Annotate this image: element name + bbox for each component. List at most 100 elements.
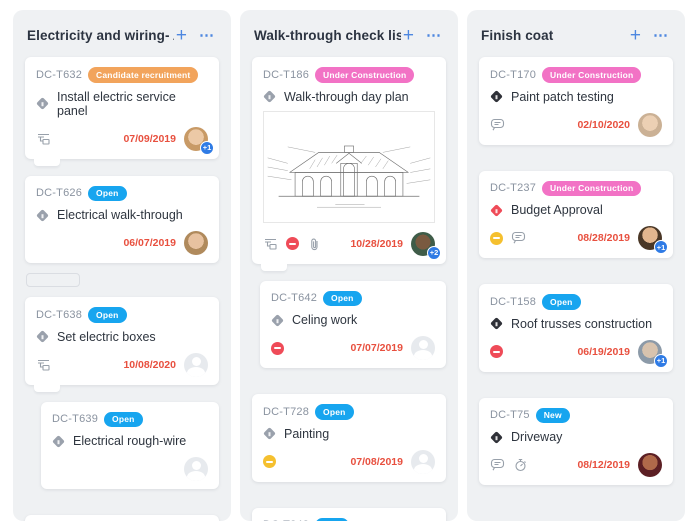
due-date: 07/09/2019 [123, 132, 176, 145]
subtask-expander-tab[interactable] [26, 273, 80, 287]
task-card[interactable]: DC-T158 Open Roof trusses construction 0… [479, 284, 673, 372]
task-card[interactable]: DC-T728 Open Painting 07/08/2019 [252, 394, 446, 482]
column-header: Finish coat + ⋯ [481, 26, 671, 45]
task-title: Electrical walk-through [57, 208, 183, 222]
subtasks-icon [38, 133, 50, 145]
column-title: Finish coat [481, 28, 554, 43]
task-id: DC-T728 [263, 405, 310, 418]
due-date: 08/12/2019 [577, 459, 630, 471]
column-walk-through-check-list: Walk-through check list + ⋯ DC-T186 Unde… [240, 10, 458, 521]
avatar: +1 [638, 226, 668, 254]
avatar: +1 [638, 339, 668, 368]
status-badge: Under Construction [315, 67, 415, 83]
task-card[interactable]: DC-T641 Candidate recruitment Ledger Rep… [25, 515, 219, 521]
due-date: 06/07/2019 [123, 237, 176, 249]
task-title: Electrical rough-wire [73, 434, 187, 448]
blocked-icon [271, 341, 284, 355]
status-badge: Open [88, 307, 127, 323]
task-id: DC-T237 [490, 182, 537, 195]
column-finish-coat: Finish coat + ⋯ DC-T170 Under Constructi… [467, 10, 685, 521]
task-title: Celing work [292, 313, 358, 327]
priority-icon [271, 313, 284, 327]
column-electricity-and-wiring: Electricity and wiring- All ta... + ⋯ DC… [13, 10, 231, 521]
avatar [638, 453, 662, 477]
priority-icon [490, 430, 503, 444]
priority-icon [490, 317, 503, 330]
task-id: DC-T75 [490, 409, 530, 422]
avatar-count-badge: +2 [427, 245, 441, 260]
status-badge: Open [315, 404, 354, 420]
status-badge: Candidate recruitment [88, 67, 199, 83]
column-menu-button[interactable]: ⋯ [426, 27, 442, 44]
timer-icon [515, 458, 526, 472]
task-id: DC-T158 [490, 295, 537, 308]
task-id: DC-T626 [36, 187, 83, 200]
task-id: DC-T642 [271, 292, 318, 305]
avatar [184, 231, 208, 255]
subtasks-icon [265, 238, 277, 250]
attachment-blueprint-image [263, 110, 435, 223]
avatar [638, 112, 662, 137]
avatar-count-badge: +1 [654, 240, 668, 254]
task-title: Budget Approval [511, 203, 603, 217]
comment-icon [490, 458, 505, 471]
column-title: Walk-through check list [254, 28, 401, 43]
task-card[interactable]: DC-T243 New Inspect interiors 03/10/2020 [252, 507, 446, 521]
status-badge: Under Construction [542, 180, 642, 196]
priority-icon [36, 208, 49, 222]
status-badge: Open [542, 294, 581, 310]
warning-icon [490, 231, 503, 245]
avatar-placeholder [184, 457, 208, 481]
task-id: DC-T638 [36, 308, 83, 321]
task-title: Driveway [511, 430, 563, 444]
task-card[interactable]: DC-T186 Under Construction Walk-through … [252, 57, 446, 264]
task-id: DC-T186 [263, 68, 310, 81]
task-card[interactable]: DC-T632 Candidate recruitment Install el… [25, 57, 219, 159]
task-id: DC-T170 [490, 68, 537, 81]
task-card[interactable]: DC-T75 New Driveway 08/12/2019 [479, 397, 673, 485]
task-title: Paint patch testing [511, 89, 614, 104]
task-card[interactable]: DC-T170 Under Construction Paint patch t… [479, 57, 673, 145]
column-menu-button[interactable]: ⋯ [653, 27, 669, 44]
subtasks-icon [38, 359, 50, 371]
add-task-button[interactable]: + [629, 25, 641, 46]
column-header: Electricity and wiring- All ta... + ⋯ [27, 26, 217, 45]
blocked-icon [490, 345, 503, 358]
priority-icon [263, 427, 276, 440]
task-id: DC-T632 [36, 68, 83, 81]
status-badge: Open [104, 411, 143, 427]
status-badge: New [535, 407, 570, 423]
due-date: 07/07/2019 [350, 342, 403, 354]
attachment-icon [311, 238, 318, 250]
due-date: 08/28/2019 [577, 232, 630, 244]
avatar: +2 [411, 231, 441, 260]
due-date: 10/08/2020 [123, 358, 176, 371]
priority-icon [36, 330, 49, 343]
avatar-count-badge: +1 [200, 140, 214, 155]
blocked-icon [286, 237, 299, 250]
task-card[interactable]: DC-T639 Open Electrical rough-wire [41, 401, 219, 489]
priority-icon [263, 90, 276, 103]
comment-icon [511, 231, 526, 244]
status-badge: Open [323, 290, 362, 306]
priority-icon [36, 97, 49, 110]
task-card[interactable]: DC-T237 Under Construction Budget Approv… [479, 170, 673, 258]
subtask-notch [261, 263, 287, 271]
task-title: Roof trusses construction [511, 316, 653, 331]
subtask-notch [34, 158, 60, 166]
warning-icon [263, 455, 276, 468]
add-task-button[interactable]: + [175, 25, 187, 46]
task-card[interactable]: DC-T642 Open Celing work 07/07/2019 [260, 280, 446, 368]
status-badge: New [315, 517, 350, 521]
task-card[interactable]: DC-T638 Open Set electric boxes 10/08/20… [25, 297, 219, 385]
column-menu-button[interactable]: ⋯ [199, 27, 215, 44]
due-date: 10/28/2019 [350, 237, 403, 250]
status-badge: Open [88, 185, 127, 201]
status-badge: Under Construction [542, 67, 642, 83]
avatar-count-badge: +1 [654, 353, 668, 368]
priority-icon [490, 90, 503, 103]
task-card[interactable]: DC-T626 Open Electrical walk-through 06/… [25, 175, 219, 263]
add-task-button[interactable]: + [402, 25, 414, 46]
priority-icon [490, 203, 503, 217]
task-title: Install electric service panel [57, 89, 176, 118]
